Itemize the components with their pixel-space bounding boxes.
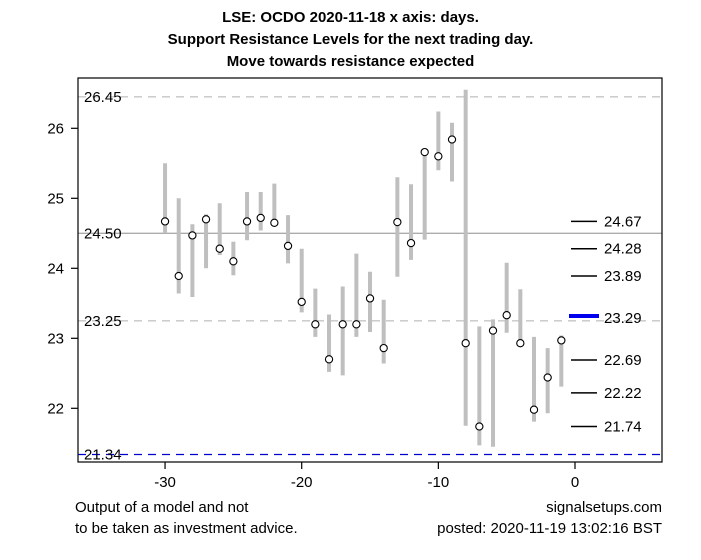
level-line-label: 24.50 xyxy=(84,225,122,242)
x-tick-label: -30 xyxy=(154,474,176,491)
close-marker xyxy=(297,297,306,307)
level-marker-label: 22.22 xyxy=(604,385,642,402)
chart-annotation: Move towards resistance expected xyxy=(226,53,475,70)
close-marker xyxy=(461,339,470,348)
y-tick-label: 23 xyxy=(47,330,64,347)
support-resistance-lines xyxy=(78,96,662,456)
close-marker xyxy=(475,422,484,431)
chart-title-block: LSE: OCDO 2020-11-18 x axis: days. Suppo… xyxy=(0,7,701,73)
level-line-label: 21.34 xyxy=(84,447,122,464)
plot-border xyxy=(77,77,663,463)
y-tick-label: 22 xyxy=(47,400,64,417)
source-block: signalsetups.com posted: 2020-11-19 13:0… xyxy=(437,497,662,539)
close-marker xyxy=(160,217,170,226)
close-marker xyxy=(529,405,539,414)
close-marker xyxy=(393,217,402,227)
close-marker xyxy=(434,152,443,161)
level-line-labels: 26.45 24.50 23.25 21.34 xyxy=(84,89,122,464)
close-marker xyxy=(242,217,252,226)
posted-timestamp: posted: 2020-11-19 13:02:16 BST xyxy=(437,520,662,537)
price-range-bars xyxy=(163,89,564,447)
close-marker xyxy=(188,231,197,240)
close-marker xyxy=(557,336,566,345)
level-marker-label: 21.74 xyxy=(604,419,642,436)
close-marker xyxy=(365,294,375,303)
x-tick-label: -20 xyxy=(291,474,313,491)
close-marker xyxy=(215,244,224,253)
close-marker xyxy=(174,271,183,281)
close-marker xyxy=(270,218,279,227)
y-axis: 22 23 24 25 26 xyxy=(47,120,78,417)
close-marker xyxy=(502,311,511,320)
close-marker xyxy=(352,320,361,329)
close-marker xyxy=(324,355,334,364)
close-marker xyxy=(283,241,293,251)
y-tick-label: 25 xyxy=(47,190,64,207)
close-marker xyxy=(488,326,498,335)
close-marker xyxy=(543,373,552,382)
x-tick-label: -10 xyxy=(428,474,450,491)
close-marker xyxy=(379,343,388,353)
chart-title: LSE: OCDO 2020-11-18 x axis: days. xyxy=(222,9,479,26)
level-line-label: 26.45 xyxy=(84,89,122,106)
close-marker xyxy=(338,320,347,329)
disclaimer-line-1: Output of a model and not xyxy=(75,499,249,516)
chart-subtitle: Support Resistance Levels for the next t… xyxy=(167,31,534,48)
level-marker-label: 24.67 xyxy=(604,213,642,230)
level-marker-label: 23.29 xyxy=(604,310,642,327)
level-marker-label: 24.28 xyxy=(604,241,642,258)
x-axis: -30 -20 -10 0 xyxy=(154,462,579,491)
close-marker xyxy=(256,213,265,223)
disclaimer: Output of a model and not to be taken as… xyxy=(75,497,298,539)
level-marker-label: 22.69 xyxy=(604,352,642,369)
close-marker xyxy=(420,147,429,157)
level-marker-label: 23.89 xyxy=(604,268,642,285)
right-level-markers: 24.67 24.28 23.89 23.29 22.69 22.22 21.74 xyxy=(569,213,642,436)
close-markers xyxy=(160,135,566,431)
close-marker xyxy=(229,257,238,266)
close-marker xyxy=(447,135,457,144)
y-tick-label: 24 xyxy=(47,260,64,277)
close-marker xyxy=(311,320,320,329)
close-marker xyxy=(406,238,416,248)
close-marker xyxy=(201,215,211,224)
disclaimer-line-2: to be taken as investment advice. xyxy=(75,520,298,537)
source-site: signalsetups.com xyxy=(546,499,662,516)
y-tick-label: 26 xyxy=(47,120,64,137)
close-marker xyxy=(516,339,525,348)
x-tick-label: 0 xyxy=(571,474,579,491)
level-line-label: 23.25 xyxy=(84,313,122,330)
